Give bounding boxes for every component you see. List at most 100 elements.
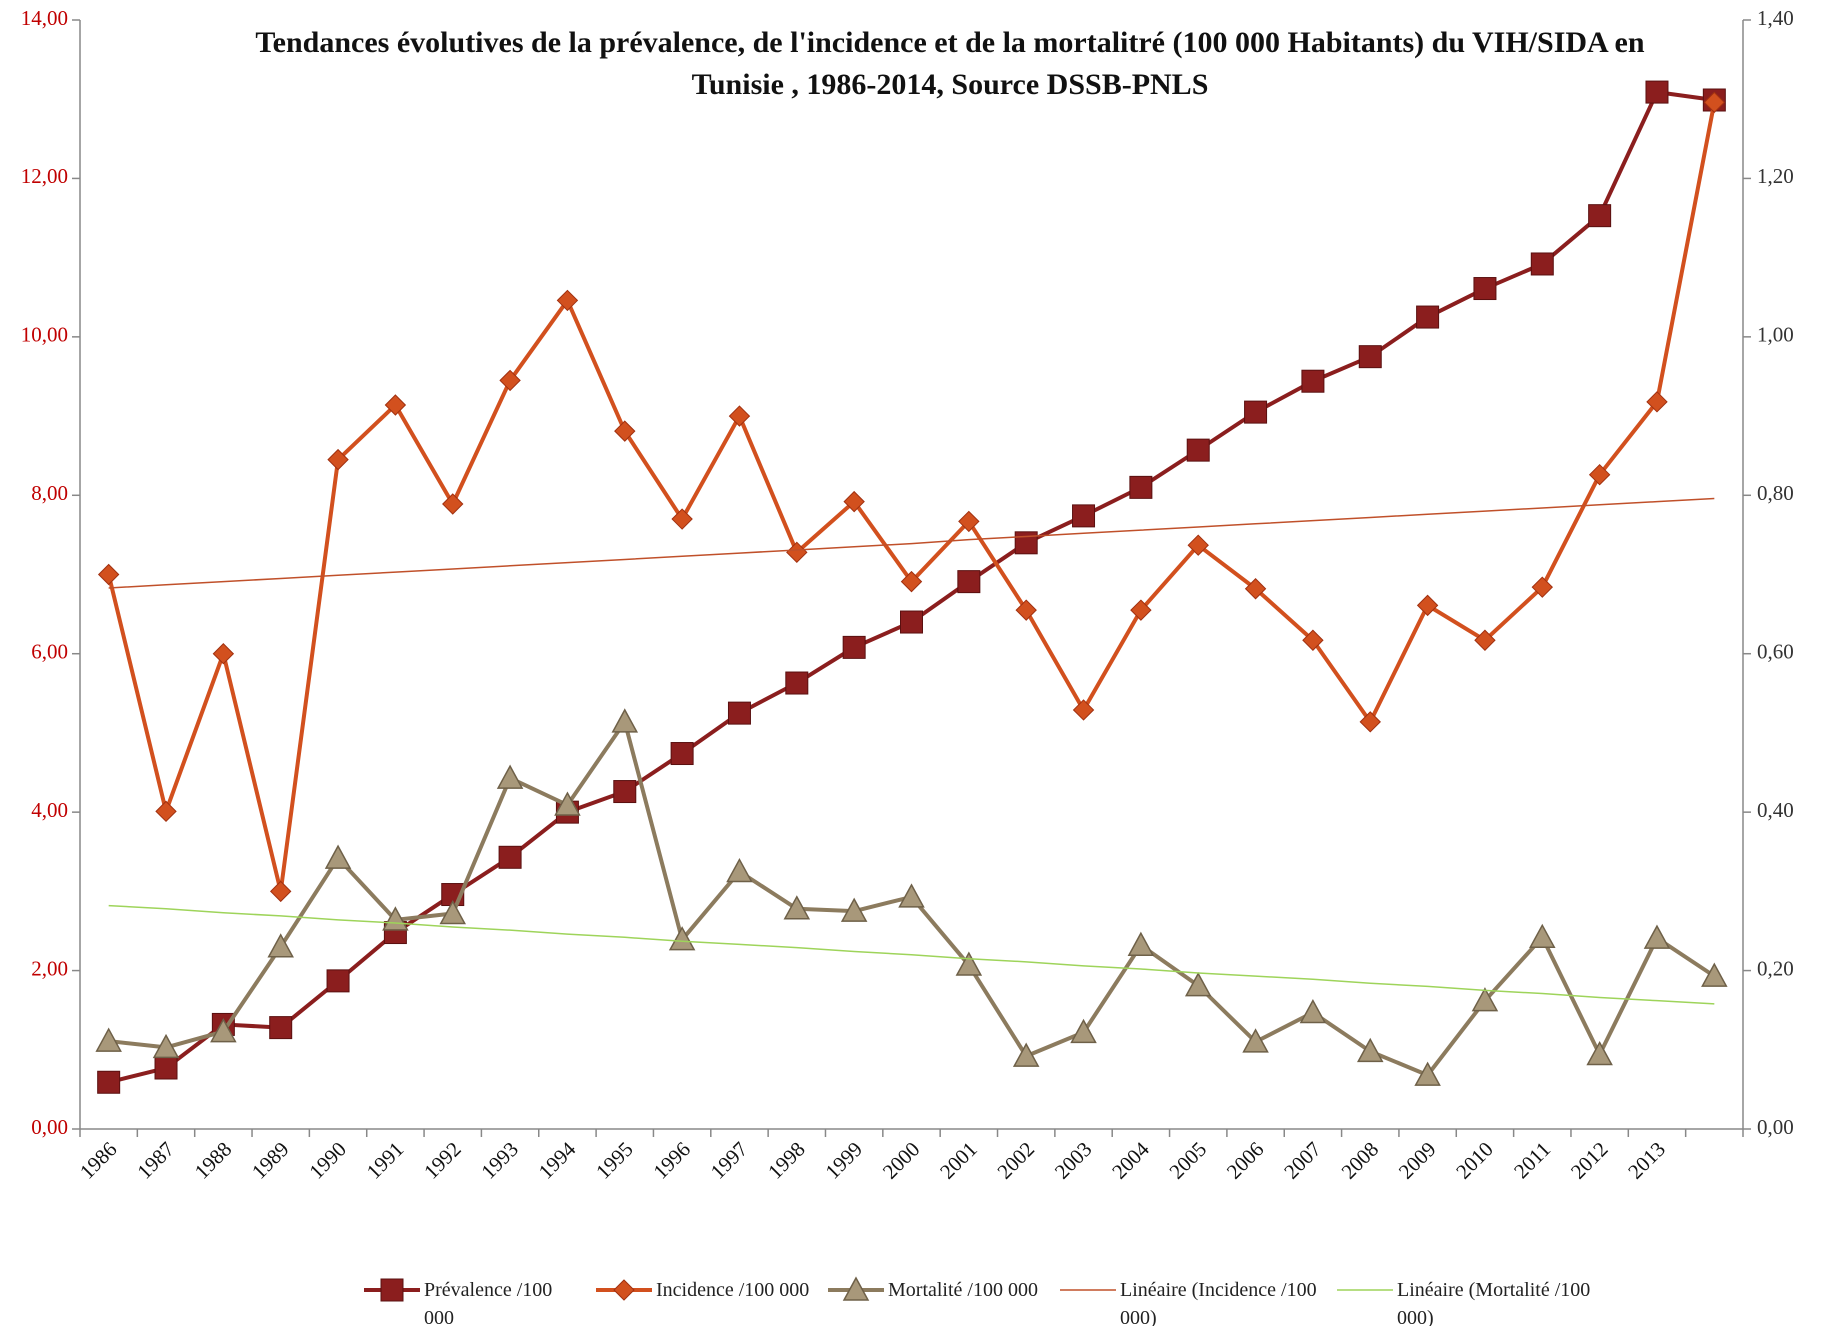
marker — [614, 420, 636, 442]
marker — [496, 764, 524, 789]
y2-tick-label: 1,20 — [1757, 164, 1794, 188]
marker — [955, 951, 983, 976]
marker — [1301, 369, 1325, 393]
x-tick-label: 1995 — [591, 1137, 638, 1184]
x-tick-label: 2006 — [1222, 1137, 1269, 1184]
legend-item: Prévalence /100 000 — [360, 1276, 584, 1326]
marker — [499, 369, 521, 392]
marker — [785, 671, 809, 695]
x-tick-label: 2012 — [1566, 1137, 1613, 1184]
marker — [670, 742, 694, 766]
marker — [1186, 438, 1210, 462]
marker — [1015, 599, 1037, 621]
legend-label: Prévalence /100 000 — [424, 1279, 553, 1326]
marker — [97, 1070, 121, 1094]
marker — [442, 493, 464, 515]
marker — [727, 701, 751, 725]
marker — [671, 508, 693, 530]
marker — [1416, 594, 1439, 617]
chart-title: Tendances évolutives de la prévalence, d… — [255, 26, 1645, 101]
legend-item: Incidence /100 000 — [592, 1276, 816, 1326]
marker — [1356, 1037, 1384, 1063]
marker — [1012, 1042, 1040, 1067]
y-tick-label: 6,00 — [31, 640, 68, 664]
marker — [1072, 504, 1096, 528]
marker — [840, 897, 868, 922]
x-tick-label: 2001 — [935, 1137, 982, 1184]
legend-label: Incidence /100 000 — [656, 1279, 810, 1301]
legend-marker — [380, 1278, 404, 1302]
x-tick-label: 2011 — [1509, 1137, 1555, 1183]
marker — [210, 1018, 237, 1043]
marker — [212, 643, 235, 665]
marker — [957, 570, 981, 594]
x-tick-label: 1996 — [648, 1137, 695, 1184]
marker — [154, 1056, 178, 1080]
marker — [900, 610, 923, 634]
x-tick-label: 1998 — [763, 1137, 810, 1184]
legend-swatch — [1337, 1289, 1393, 1291]
marker — [1473, 277, 1497, 301]
marker — [1359, 711, 1381, 733]
x-tick-label: 2003 — [1050, 1137, 1097, 1184]
y-tick-label: 4,00 — [31, 798, 68, 822]
legend-item: Mortalité /100 000 — [824, 1276, 1048, 1326]
marker — [1416, 305, 1440, 329]
marker — [1014, 531, 1038, 555]
marker — [1646, 391, 1668, 413]
y-tick-label: 2,00 — [31, 956, 68, 980]
y-tick-label: 10,00 — [21, 323, 68, 347]
marker — [1244, 400, 1268, 424]
marker — [498, 845, 522, 869]
marker — [554, 791, 581, 816]
marker — [556, 289, 579, 312]
marker — [384, 394, 407, 416]
marker — [324, 844, 352, 869]
y2-tick-label: 0,80 — [1757, 481, 1794, 505]
legend-label: Linéaire (Incidence /100 000) — [1120, 1279, 1317, 1326]
marker — [1302, 629, 1324, 651]
marker — [613, 780, 637, 804]
marker — [97, 563, 120, 586]
x-tick-label: 1994 — [534, 1137, 581, 1184]
x-tick-label: 2009 — [1394, 1137, 1441, 1184]
marker — [1358, 345, 1382, 369]
marker — [1127, 931, 1155, 956]
marker — [1471, 987, 1499, 1012]
x-tick-label: 1989 — [247, 1137, 294, 1184]
x-tick-label: 2002 — [992, 1137, 1039, 1184]
marker — [1184, 972, 1212, 997]
marker — [1701, 962, 1728, 987]
x-tick-label: 1999 — [820, 1137, 867, 1184]
marker — [269, 880, 292, 903]
legend-swatch — [596, 1279, 652, 1301]
legend-swatch — [828, 1276, 884, 1301]
legend-marker — [613, 1279, 635, 1301]
marker — [1242, 1028, 1269, 1053]
x-tick-label: 1986 — [75, 1137, 122, 1184]
marker — [152, 1033, 180, 1059]
marker — [1299, 998, 1327, 1024]
marker — [1070, 1018, 1097, 1044]
marker — [668, 926, 696, 951]
x-tick-label: 1997 — [706, 1137, 753, 1184]
marker — [1529, 923, 1556, 949]
marker — [1643, 924, 1671, 949]
y2-tick-label: 1,00 — [1757, 323, 1794, 347]
marker — [726, 857, 753, 883]
x-tick-label: 1992 — [419, 1137, 466, 1184]
marker — [269, 1016, 293, 1040]
marker — [326, 969, 350, 993]
marker — [1244, 578, 1267, 600]
legend: Prévalence /100 000 Incidence /100 000 Mor… — [360, 1276, 1602, 1326]
trend-line — [108, 904, 1715, 1005]
x-tick-label: 2004 — [1107, 1137, 1154, 1184]
legend-swatch — [364, 1278, 420, 1302]
legend-marker — [842, 1276, 870, 1301]
legend-swatch — [1060, 1289, 1116, 1291]
y2-tick-label: 0,60 — [1757, 640, 1794, 664]
marker — [1530, 252, 1554, 276]
marker — [155, 800, 177, 823]
